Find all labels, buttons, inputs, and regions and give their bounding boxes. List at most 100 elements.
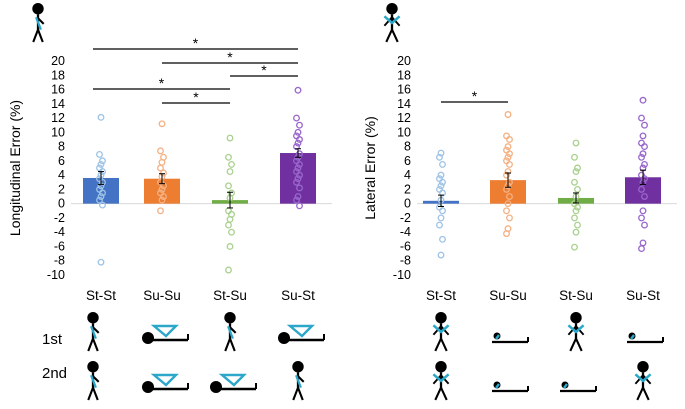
data-point xyxy=(225,266,232,274)
head xyxy=(292,361,304,373)
data-point xyxy=(571,153,578,161)
data-point xyxy=(160,193,167,200)
data-point xyxy=(506,136,513,143)
data-point xyxy=(436,221,443,229)
data-point xyxy=(99,178,106,186)
data-point xyxy=(160,182,167,190)
arm xyxy=(440,325,450,336)
data-point xyxy=(638,114,645,122)
sensor-strap xyxy=(495,334,500,340)
side-standing-figure-icon xyxy=(224,312,237,352)
y-tick-label: 0 xyxy=(404,197,411,211)
y-tick-label: -4 xyxy=(54,225,65,239)
data-point xyxy=(437,149,445,157)
sensor-strap xyxy=(563,383,568,389)
y-tick-label: -8 xyxy=(54,254,65,268)
data-point xyxy=(294,164,302,172)
data-point xyxy=(296,150,303,158)
data-point xyxy=(437,251,445,259)
leg xyxy=(440,387,448,401)
sensor-strap xyxy=(218,373,247,387)
data-point xyxy=(294,86,302,94)
leg xyxy=(224,338,231,352)
data-point xyxy=(225,182,232,190)
data-point xyxy=(437,182,445,190)
data-point xyxy=(574,164,581,172)
y-tick-label: 14 xyxy=(51,97,65,111)
sensor-strap xyxy=(286,324,315,338)
y-tick-label: -8 xyxy=(400,254,411,268)
y-tick-label: 20 xyxy=(51,54,65,68)
side-standing-figure-icon xyxy=(87,312,100,352)
head xyxy=(386,3,398,15)
side-standing-figure-icon xyxy=(87,361,100,401)
sensor-strap xyxy=(150,373,179,387)
front-standing-figure-icon xyxy=(567,312,585,352)
data-point xyxy=(638,153,645,161)
data-point xyxy=(638,214,645,222)
data-point xyxy=(574,185,581,193)
data-point xyxy=(504,143,512,151)
data-point xyxy=(439,207,446,215)
data-point xyxy=(157,147,164,155)
sensor-strap xyxy=(383,15,401,25)
data-point xyxy=(504,111,512,118)
data-point xyxy=(571,214,578,222)
data-point xyxy=(506,214,513,222)
data-point xyxy=(572,228,580,236)
data-point xyxy=(571,178,578,186)
front-supine-figure-icon xyxy=(492,332,529,344)
posture-icons xyxy=(32,3,664,401)
leg xyxy=(636,387,644,401)
data-point xyxy=(503,207,510,215)
leg xyxy=(229,338,236,352)
sensor-strap xyxy=(567,324,585,334)
data-point xyxy=(97,258,105,266)
data-point xyxy=(572,207,580,215)
leg xyxy=(575,338,583,352)
leg xyxy=(297,387,304,401)
data-point xyxy=(439,189,446,197)
row-label-1st: 1st xyxy=(42,331,63,348)
y-tick-label: 4 xyxy=(58,168,65,182)
head xyxy=(210,381,222,393)
data-point xyxy=(296,171,303,179)
data-point xyxy=(226,168,234,176)
sensor-strap xyxy=(227,325,234,340)
front-standing-figure-icon xyxy=(634,361,652,401)
y-tick-label: -10 xyxy=(47,268,65,282)
side-supine-figure-icon xyxy=(142,373,189,393)
data-point xyxy=(572,139,580,147)
data-point xyxy=(437,171,445,179)
data-point xyxy=(294,175,302,183)
arm xyxy=(391,16,401,27)
data-point xyxy=(293,114,300,122)
data-point xyxy=(225,153,232,161)
data-point xyxy=(641,193,648,200)
leg xyxy=(37,29,44,43)
y-tick-label: -6 xyxy=(54,239,65,253)
data-point xyxy=(96,196,103,204)
data-point xyxy=(572,168,580,176)
leg xyxy=(385,29,393,43)
data-point xyxy=(99,157,106,165)
data-point xyxy=(296,184,303,192)
data-point xyxy=(639,239,647,247)
data-point xyxy=(157,207,164,215)
arm xyxy=(575,325,585,336)
data-point xyxy=(504,200,512,208)
sensor-strap xyxy=(495,383,500,389)
y-tick-label: -2 xyxy=(54,211,65,225)
leg xyxy=(434,338,442,352)
arm xyxy=(642,374,652,385)
data-point xyxy=(294,139,302,147)
significance-marker: * xyxy=(261,62,267,78)
data-point xyxy=(503,230,510,238)
y-tick-label: 10 xyxy=(397,125,411,139)
head xyxy=(637,361,649,373)
front-standing-figure-icon xyxy=(432,312,450,352)
data-point xyxy=(639,132,647,140)
data-point xyxy=(639,150,647,158)
y-tick-label: 8 xyxy=(404,140,411,154)
